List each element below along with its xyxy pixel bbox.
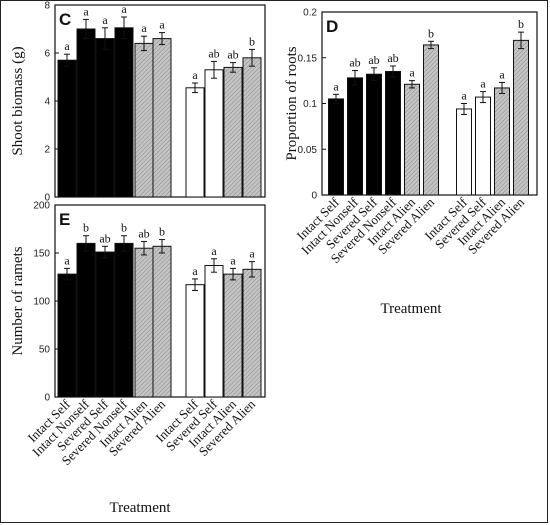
bar — [76, 242, 96, 398]
bar — [475, 96, 491, 196]
bar — [204, 69, 224, 198]
significance-letter: a — [211, 244, 217, 258]
significance-letter: a — [480, 77, 486, 91]
y-tick-label: 4 — [44, 97, 50, 108]
y-axis-label: Proportion of roots — [284, 46, 300, 160]
bar — [152, 245, 172, 398]
bar — [95, 38, 115, 198]
y-tick-label: 0 — [311, 191, 317, 202]
bar — [134, 42, 154, 198]
significance-letter: a — [333, 79, 339, 93]
x-axis-label: Treatment — [380, 301, 442, 317]
y-axis-label: Number of ramets — [10, 246, 26, 355]
significance-letter: ab — [208, 46, 219, 60]
significance-letter: b — [249, 34, 255, 48]
panel-letter: E — [59, 210, 70, 229]
y-tick-label: 0 — [44, 393, 50, 404]
y-tick-label: 100 — [33, 297, 50, 308]
significance-letter: a — [83, 4, 89, 18]
bar — [404, 83, 420, 196]
significance-letter: b — [159, 225, 165, 239]
significance-letter: a — [499, 67, 505, 81]
bar — [347, 77, 363, 196]
bar — [494, 87, 510, 196]
significance-letter: b — [428, 26, 434, 40]
significance-letter: b — [518, 17, 524, 31]
y-tick-label: 0 — [44, 193, 50, 204]
significance-letter: a — [249, 247, 255, 261]
y-tick-label: 200 — [33, 201, 50, 212]
bar — [242, 268, 262, 398]
bar — [423, 44, 439, 196]
bar — [57, 273, 77, 398]
bar — [114, 27, 134, 198]
y-tick-label: 6 — [44, 49, 50, 60]
y-tick-label: 0.1 — [303, 99, 317, 110]
bar — [223, 66, 243, 198]
y-tick-label: 2 — [44, 145, 50, 156]
significance-letter: ab — [349, 56, 360, 70]
bar — [134, 247, 154, 398]
y-axis-label: Shoot biomass (g) — [10, 46, 26, 155]
significance-letter: a — [141, 21, 147, 35]
panel-letter: C — [59, 10, 71, 29]
bar — [76, 28, 96, 198]
bar — [185, 284, 205, 398]
bar — [513, 39, 529, 196]
y-tick-label: 0.05 — [298, 145, 318, 156]
significance-letter: ab — [368, 53, 379, 67]
significance-letter: ab — [138, 226, 149, 240]
x-axis-label: Treatment — [109, 500, 171, 516]
panel-letter: D — [326, 17, 338, 36]
bar — [152, 38, 172, 198]
significance-letter: a — [192, 68, 198, 82]
y-tick-label: 0.15 — [298, 53, 318, 64]
bar — [185, 87, 205, 198]
significance-letter: a — [121, 2, 127, 16]
significance-letter: a — [192, 264, 198, 278]
significance-letter: a — [159, 18, 165, 32]
bar — [456, 108, 472, 196]
significance-letter: a — [64, 253, 70, 267]
significance-letter: a — [102, 13, 108, 27]
bar — [114, 242, 134, 398]
significance-letter: a — [409, 66, 415, 80]
significance-letter: ab — [99, 231, 110, 245]
bar — [223, 273, 243, 398]
bar — [204, 264, 224, 398]
significance-letter: a — [64, 39, 70, 53]
bar — [328, 98, 344, 196]
bar — [366, 73, 382, 196]
significance-letter: b — [83, 221, 89, 235]
significance-letter: a — [230, 253, 236, 267]
y-tick-label: 50 — [39, 345, 51, 356]
bar — [385, 70, 401, 196]
significance-letter: a — [461, 89, 467, 103]
bar — [95, 251, 115, 398]
significance-letter: ab — [227, 48, 238, 62]
bar — [242, 57, 262, 198]
bar — [57, 59, 77, 198]
significance-letter: ab — [387, 51, 398, 65]
significance-letter: b — [121, 221, 127, 235]
y-tick-label: 0.2 — [303, 8, 317, 19]
y-tick-label: 8 — [44, 1, 50, 12]
y-tick-label: 150 — [33, 249, 50, 260]
